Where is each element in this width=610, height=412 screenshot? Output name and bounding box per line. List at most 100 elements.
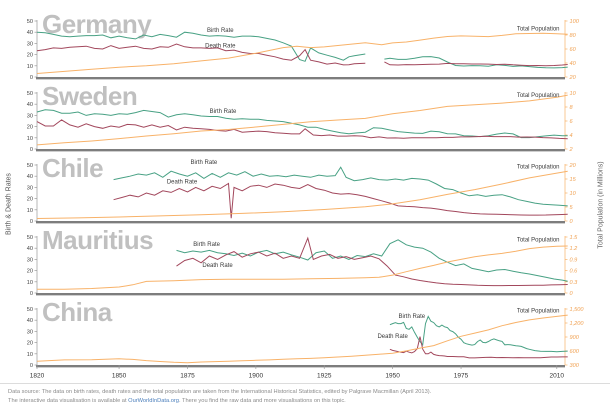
right-tick-label: 10 bbox=[570, 191, 577, 197]
right-tick-label: 900 bbox=[570, 335, 580, 341]
x-tick-label: 1950 bbox=[385, 373, 400, 380]
country-title: Sweden bbox=[42, 81, 137, 111]
death-rate-line bbox=[113, 182, 568, 219]
right-tick-label: 0.9 bbox=[570, 257, 578, 263]
left-tick-label: 10 bbox=[27, 280, 33, 286]
death-rate-line bbox=[36, 43, 366, 66]
birth-rate-label: Birth Rate bbox=[398, 314, 425, 320]
left-tick-label: 40 bbox=[27, 318, 33, 324]
country-title: Chile bbox=[42, 153, 103, 183]
right-tick-label: 0 bbox=[570, 291, 574, 297]
x-tick-label: 1975 bbox=[454, 373, 469, 380]
right-tick-label: 0.6 bbox=[570, 269, 579, 275]
right-tick-label: 4 bbox=[570, 133, 573, 139]
right-tick-label: 80 bbox=[570, 33, 577, 39]
right-tick-label: 2 bbox=[569, 147, 574, 153]
total-population-line bbox=[36, 314, 568, 364]
death-rate-line bbox=[384, 61, 568, 67]
right-tick-label: 300 bbox=[570, 363, 580, 369]
left-tick-label: 40 bbox=[27, 102, 33, 108]
right-tick-label: 8 bbox=[570, 105, 574, 111]
left-tick-label: 20 bbox=[27, 341, 33, 347]
left-tick-label: 10 bbox=[27, 352, 33, 358]
left-tick-label: 20 bbox=[27, 125, 33, 131]
footer: Data source: The data on birth rates, de… bbox=[0, 383, 610, 407]
total-population-line bbox=[36, 94, 568, 146]
left-tick-label: 0 bbox=[30, 219, 33, 225]
right-tick-label: 40 bbox=[570, 61, 577, 67]
footer-note-line: The interactive data visualisation is av… bbox=[8, 397, 610, 406]
death-rate-label: Death Rate bbox=[205, 43, 236, 49]
birth-rate-label: Birth Rate bbox=[191, 160, 218, 166]
death-rate-line bbox=[176, 236, 568, 287]
right-tick-label: 1,200 bbox=[570, 321, 585, 327]
footer-note-suffix: . There you find the raw data and more v… bbox=[178, 398, 346, 405]
total-population-label: Total Population bbox=[517, 164, 560, 170]
birth-rate-line bbox=[113, 166, 568, 207]
right-tick-label: 600 bbox=[570, 349, 580, 355]
total-population-label: Total Population bbox=[517, 308, 560, 314]
left-tick-label: 20 bbox=[27, 53, 33, 59]
right-tick-label: 1.5 bbox=[570, 235, 579, 241]
total-population-label: Total Population bbox=[517, 237, 560, 243]
left-tick-label: 10 bbox=[27, 136, 33, 142]
footer-source-line: Data source: The data on birth rates, de… bbox=[8, 389, 432, 395]
country-title: Mauritius bbox=[42, 225, 153, 255]
panel-china: China 0 10 20 30 40 50 300 600 900 1,200 1,500 Birth… bbox=[27, 297, 585, 369]
x-tick-label: 1820 bbox=[30, 373, 45, 380]
left-tick-label: 50 bbox=[27, 307, 33, 313]
right-tick-label: 0 bbox=[570, 219, 574, 225]
x-tick-label: 2010 bbox=[550, 373, 565, 380]
right-tick-label: 20 bbox=[569, 75, 577, 81]
total-population-label: Total Population bbox=[517, 27, 560, 33]
x-tick-label: 1875 bbox=[180, 373, 195, 380]
left-tick-label: 0 bbox=[30, 75, 33, 81]
left-tick-label: 20 bbox=[27, 269, 33, 275]
right-tick-label: 5 bbox=[570, 205, 574, 211]
country-title: China bbox=[42, 297, 113, 327]
left-tick-label: 40 bbox=[27, 30, 33, 36]
total-population-label: Total Population bbox=[517, 93, 560, 99]
owid-link[interactable]: OurWorldInData.org bbox=[128, 398, 179, 405]
left-tick-label: 0 bbox=[30, 363, 33, 369]
left-tick-label: 30 bbox=[27, 41, 33, 47]
panel-sweden: Sweden 0 10 20 30 40 50 2 4 6 8 10 Birth Rate Total P… bbox=[27, 81, 577, 153]
left-tick-label: 40 bbox=[27, 246, 33, 252]
total-population-line bbox=[37, 245, 568, 290]
death-rate-line bbox=[36, 119, 568, 140]
left-tick-label: 20 bbox=[27, 197, 33, 203]
birth-rate-line bbox=[36, 31, 366, 62]
death-rate-label: Death Rate bbox=[167, 179, 198, 185]
right-tick-label: 100 bbox=[570, 19, 580, 25]
x-tick-label: 1925 bbox=[317, 373, 332, 380]
death-rate-line bbox=[389, 336, 568, 359]
right-tick-label: 1,500 bbox=[570, 307, 585, 313]
right-tick-label: 10 bbox=[570, 91, 577, 97]
right-tick-label: 0.3 bbox=[570, 280, 579, 286]
left-tick-label: 30 bbox=[27, 329, 33, 335]
birth-rate-label: Birth Rate bbox=[193, 242, 220, 248]
right-tick-label: 15 bbox=[570, 177, 577, 183]
panel-chile: Chile 0 10 20 30 40 50 0 5 10 15 20 Birth Rate Death … bbox=[27, 153, 577, 225]
left-tick-label: 0 bbox=[30, 291, 33, 297]
death-rate-label: Death Rate bbox=[202, 263, 233, 269]
left-tick-label: 50 bbox=[27, 235, 33, 241]
total-population-line bbox=[36, 32, 568, 74]
left-tick-label: 50 bbox=[27, 163, 33, 169]
right-tick-label: 60 bbox=[570, 47, 577, 53]
birth-rate-line bbox=[389, 315, 568, 353]
death-rate-label: Death Rate bbox=[377, 334, 408, 340]
total-population-line bbox=[36, 170, 568, 219]
right-tick-label: 20 bbox=[569, 163, 577, 169]
birth-rate-label: Birth Rate bbox=[207, 28, 234, 34]
country-title: Germany bbox=[42, 9, 152, 39]
left-tick-label: 10 bbox=[27, 208, 33, 214]
left-tick-label: 30 bbox=[27, 257, 33, 263]
left-tick-label: 50 bbox=[27, 91, 33, 97]
panel-mauritius: Mauritius 0 10 20 30 40 50 0 0.3 0.6 0.9 1.2 1.5 Birt… bbox=[27, 225, 578, 297]
birth-rate-line bbox=[36, 109, 568, 139]
birth-rate-line bbox=[384, 56, 568, 69]
right-tick-label: 1.2 bbox=[570, 246, 579, 252]
